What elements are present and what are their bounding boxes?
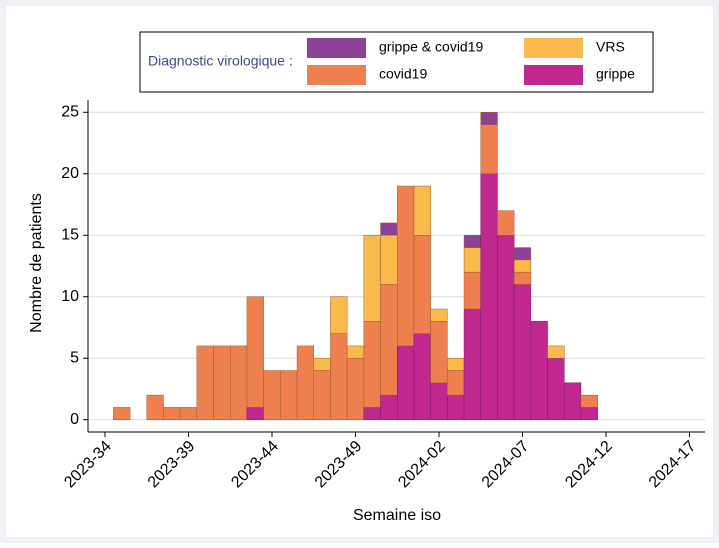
bar-segment bbox=[547, 357, 565, 420]
bar-segment bbox=[380, 284, 398, 396]
bar-segment bbox=[380, 235, 398, 285]
bar-segment bbox=[263, 370, 281, 420]
legend-swatch bbox=[524, 38, 583, 58]
legend-swatch bbox=[524, 65, 583, 85]
legend-label: covid19 bbox=[379, 66, 427, 82]
bar-segment bbox=[430, 382, 448, 420]
bar-segment bbox=[513, 259, 532, 273]
bar-segment bbox=[179, 407, 198, 420]
x-axis-title: Semaine iso bbox=[353, 507, 441, 524]
legend-label: grippe & covid19 bbox=[379, 39, 484, 55]
bar-segment bbox=[463, 308, 481, 420]
y-tick-label: 15 bbox=[61, 226, 79, 243]
y-tick-label: 5 bbox=[70, 349, 79, 366]
y-axis-title: Nombre de patients bbox=[28, 193, 45, 333]
bar-segment bbox=[413, 235, 431, 334]
bar-segment bbox=[346, 357, 365, 420]
bar-segment bbox=[447, 370, 465, 396]
bar-segment bbox=[230, 345, 248, 420]
legend-swatch bbox=[307, 38, 366, 58]
bar-segment bbox=[497, 210, 515, 236]
bar-segment bbox=[330, 333, 348, 420]
legend-label: grippe bbox=[596, 66, 635, 82]
y-tick-label: 25 bbox=[61, 104, 79, 121]
bar-segment bbox=[564, 382, 582, 420]
background bbox=[6, 6, 713, 537]
bar-segment bbox=[363, 407, 381, 420]
bar-segment bbox=[163, 407, 181, 420]
y-tick-label: 20 bbox=[61, 165, 79, 182]
bar-segment bbox=[463, 271, 481, 310]
bar-segment bbox=[380, 222, 398, 236]
bar-segment bbox=[497, 235, 515, 420]
y-tick-label: 10 bbox=[61, 288, 79, 305]
bar-segment bbox=[480, 112, 498, 125]
bar-segment bbox=[430, 308, 448, 322]
bar-segment bbox=[530, 321, 548, 420]
bar-segment bbox=[246, 407, 264, 420]
bar-segment bbox=[213, 345, 231, 420]
bar-segment bbox=[346, 345, 365, 359]
bar-segment bbox=[547, 345, 565, 359]
bar-segment bbox=[330, 296, 348, 334]
bar-segment bbox=[280, 370, 298, 420]
bar-segment bbox=[413, 333, 431, 420]
legend-swatch bbox=[307, 65, 366, 85]
bar-segment bbox=[397, 345, 415, 420]
bar-segment bbox=[313, 357, 331, 371]
bar-segment bbox=[146, 394, 164, 420]
bar-segment bbox=[413, 185, 431, 236]
bar-segment bbox=[296, 345, 314, 420]
bar-segment bbox=[113, 407, 131, 420]
bar-segment bbox=[447, 394, 465, 420]
bar-segment bbox=[580, 394, 598, 408]
bar-segment bbox=[480, 124, 498, 175]
bar-segment bbox=[480, 173, 498, 420]
bar-segment bbox=[196, 345, 214, 420]
bar-segment bbox=[513, 247, 532, 261]
bar-segment bbox=[513, 271, 532, 285]
bar-segment bbox=[363, 235, 381, 322]
bar-segment bbox=[463, 247, 481, 273]
bar-segment bbox=[380, 394, 398, 420]
legend-label: VRS bbox=[596, 39, 625, 55]
legend-title: Diagnostic virologique : bbox=[148, 53, 293, 69]
bar-segment bbox=[580, 407, 598, 420]
bar-segment bbox=[246, 296, 264, 408]
bar-segment bbox=[513, 284, 532, 420]
bar-segment bbox=[397, 185, 415, 347]
bar-segment bbox=[430, 321, 448, 384]
bar-segment bbox=[313, 370, 331, 420]
y-tick-label: 0 bbox=[70, 411, 79, 428]
bar-segment bbox=[363, 321, 381, 408]
bar-segment bbox=[447, 357, 465, 371]
bar-segment bbox=[463, 235, 481, 248]
